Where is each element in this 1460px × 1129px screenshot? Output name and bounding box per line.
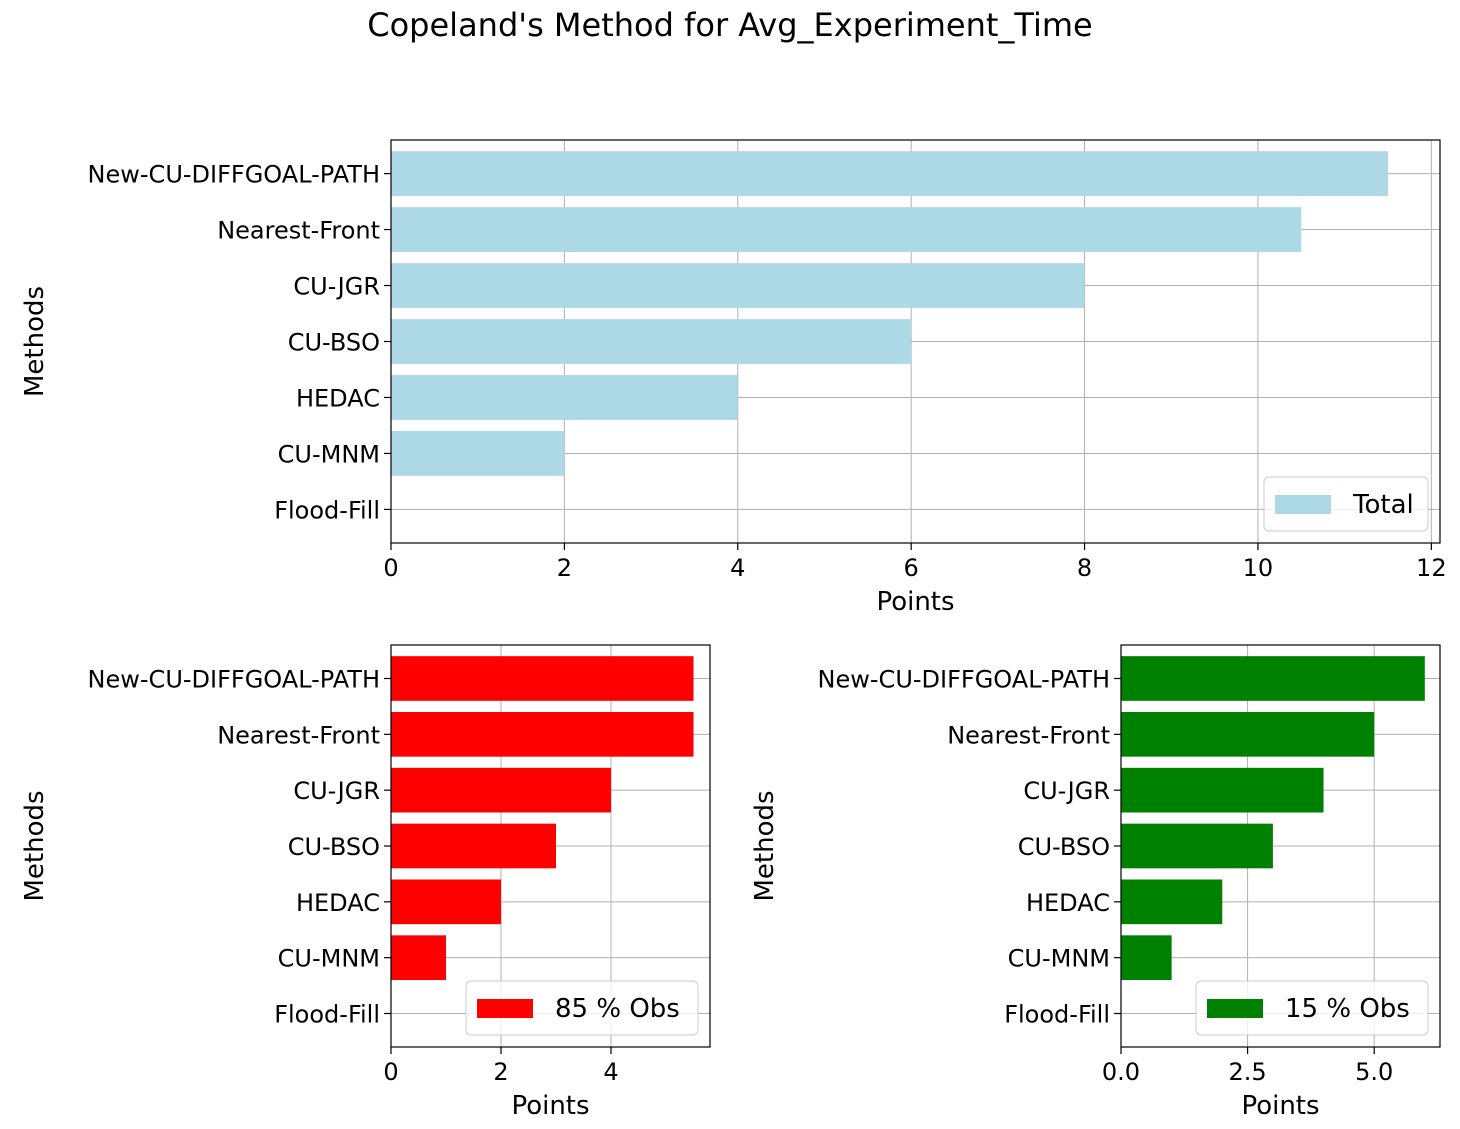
x-tick-label: 0 xyxy=(383,554,398,582)
x-tick-label: 6 xyxy=(904,554,919,582)
y-tick-label: HEDAC xyxy=(296,384,380,412)
bar-cu-bso xyxy=(1121,823,1273,869)
y-tick-label: CU-MNM xyxy=(278,440,380,468)
y-tick-label: HEDAC xyxy=(296,889,380,917)
bar-new-cu-diffgoal-path xyxy=(391,656,694,701)
x-tick-label: 0.0 xyxy=(1102,1058,1140,1086)
y-tick-label: Nearest-Front xyxy=(217,217,380,245)
chart-15-obs: 0.0 2.5 5.0 New-CU-DIFFGOAL-PATH Nearest-Fro… xyxy=(750,644,1441,1121)
x-tick-label: 5.0 xyxy=(1355,1058,1393,1086)
bar-nearest-front xyxy=(391,207,1302,252)
legend: 85 % Obs xyxy=(465,980,699,1036)
y-tick-label: CU-JGR xyxy=(1023,777,1110,805)
y-tick-label: CU-BSO xyxy=(288,329,380,357)
figure-title: Copeland's Method for Avg_Experiment_Tim… xyxy=(367,6,1092,44)
bar-cu-mnm xyxy=(391,935,446,980)
bar-cu-jgr xyxy=(391,767,611,813)
legend-label: 85 % Obs xyxy=(555,994,680,1024)
x-tick-label: 4 xyxy=(603,1058,618,1086)
bar-cu-bso xyxy=(391,823,556,869)
x-tick-label: 8 xyxy=(1077,554,1092,582)
y-tick-label: CU-BSO xyxy=(288,833,380,861)
bar-nearest-front xyxy=(1121,712,1375,757)
x-tick-label: 12 xyxy=(1416,554,1447,582)
y-tick-label: HEDAC xyxy=(1026,889,1110,917)
y-tick-label: Flood-Fill xyxy=(274,1001,380,1029)
y-tick-label: Flood-Fill xyxy=(274,496,380,524)
bar-new-cu-diffgoal-path xyxy=(391,151,1388,196)
bar-hedac xyxy=(1121,879,1223,925)
x-tick-label: 2.5 xyxy=(1229,1058,1267,1086)
chart-85-obs: 0 2 4 New-CU-DIFFGOAL-PATH Nearest-Front CU-J… xyxy=(20,644,711,1121)
y-tick-label: Flood-Fill xyxy=(1004,1001,1110,1029)
x-tick-label: 2 xyxy=(493,1058,508,1086)
legend-label: 15 % Obs xyxy=(1285,994,1410,1024)
legend-swatch xyxy=(477,999,533,1018)
y-axis-label: Methods xyxy=(750,790,780,901)
bar-nearest-front xyxy=(391,712,694,757)
bar-cu-bso xyxy=(391,319,912,364)
bar-cu-mnm xyxy=(391,431,565,476)
bar-new-cu-diffgoal-path xyxy=(1121,656,1425,701)
y-tick-label: Nearest-Front xyxy=(217,721,380,749)
y-tick-label: CU-JGR xyxy=(293,273,380,301)
y-tick-label: CU-BSO xyxy=(1018,833,1110,861)
x-axis-label: Points xyxy=(511,1091,589,1121)
y-tick-label: New-CU-DIFFGOAL-PATH xyxy=(88,161,380,189)
y-tick-label: Nearest-Front xyxy=(947,721,1110,749)
y-axis-label: Methods xyxy=(20,790,50,901)
y-tick-label: New-CU-DIFFGOAL-PATH xyxy=(88,666,380,694)
x-tick-label: 0 xyxy=(383,1058,398,1086)
legend-box xyxy=(465,980,699,1036)
legend-label: Total xyxy=(1352,490,1414,520)
x-axis-label: Points xyxy=(1241,1091,1319,1121)
x-tick-label: 10 xyxy=(1243,554,1274,582)
legend-swatch xyxy=(1275,495,1331,514)
legend: Total xyxy=(1263,476,1429,532)
chart-total: 0 2 4 6 8 10 12 New-CU-DIFFGOAL-PATH Nearest-Fro… xyxy=(20,139,1447,617)
legend-box xyxy=(1263,476,1429,532)
bar-hedac xyxy=(391,375,738,420)
y-tick-label: CU-JGR xyxy=(293,777,380,805)
bar-cu-jgr xyxy=(1121,767,1324,813)
x-axis-label: Points xyxy=(876,587,954,617)
y-tick-label: CU-MNM xyxy=(278,945,380,973)
x-tick-label: 2 xyxy=(557,554,572,582)
legend-box xyxy=(1195,980,1429,1036)
legend: 15 % Obs xyxy=(1195,980,1429,1036)
y-tick-label: New-CU-DIFFGOAL-PATH xyxy=(818,666,1110,694)
bar-cu-mnm xyxy=(1121,935,1172,980)
legend-swatch xyxy=(1207,999,1263,1018)
bar-cu-jgr xyxy=(391,263,1085,308)
bar-hedac xyxy=(391,879,501,925)
y-tick-label: CU-MNM xyxy=(1008,945,1110,973)
y-axis-label: Methods xyxy=(20,286,50,397)
x-tick-label: 4 xyxy=(730,554,745,582)
